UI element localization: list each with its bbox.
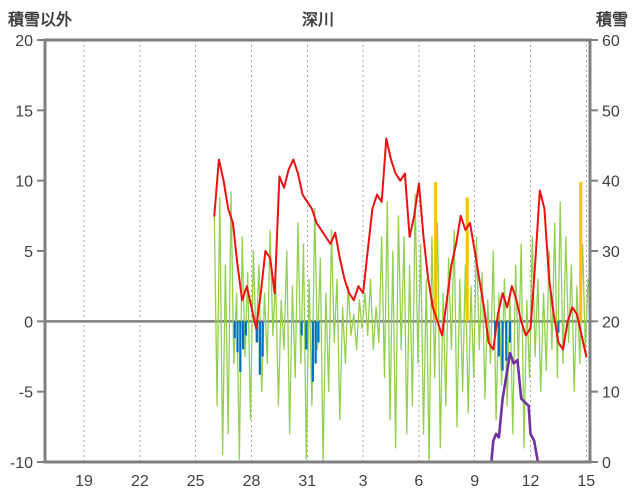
right-tick-label: 30 (602, 244, 620, 261)
right-tick-label: 10 (602, 385, 620, 402)
x-tick-label: 6 (414, 473, 423, 490)
gridlines (83, 40, 587, 462)
x-tick-label: 3 (359, 473, 368, 490)
chart-title: 深川 (301, 12, 335, 29)
series-purple-line (213, 351, 590, 464)
right-tick-label: 40 (602, 174, 620, 191)
series-green-line (213, 191, 589, 463)
left-tick-label: 10 (15, 174, 33, 191)
right-tick-label: 50 (602, 103, 620, 120)
x-tick-label: 28 (243, 473, 261, 490)
x-tick-label: 31 (298, 473, 316, 490)
series-orange-bars (434, 182, 583, 322)
series-blue-bars (233, 321, 560, 382)
left-axis-title: 積雪以外 (8, 12, 73, 29)
left-axis: 20 15 10 5 0 -5 -10 (10, 33, 44, 472)
left-tick-label: 5 (24, 244, 33, 261)
left-tick-label: 0 (24, 314, 33, 331)
x-tick-label: 22 (131, 473, 149, 490)
right-axis-title: 積雪 (595, 12, 628, 29)
right-tick-label: 20 (602, 314, 620, 331)
x-axis: 19 22 25 28 31 3 6 9 12 15 (75, 473, 595, 490)
right-tick-label: 60 (602, 33, 620, 50)
x-tick-label: 19 (75, 473, 93, 490)
right-tick-label: 0 (602, 455, 611, 472)
x-tick-label: 25 (187, 473, 205, 490)
x-tick-label: 12 (522, 473, 540, 490)
left-tick-label: 20 (15, 33, 33, 50)
left-tick-label: -10 (10, 455, 33, 472)
plot-border (43, 38, 592, 464)
left-tick-label: 15 (15, 103, 33, 120)
x-tick-label: 15 (577, 473, 595, 490)
left-tick-label: -5 (19, 385, 33, 402)
x-tick-label: 9 (470, 473, 479, 490)
series-red-line (213, 137, 588, 358)
right-axis: 60 50 40 30 20 10 0 (591, 33, 620, 472)
